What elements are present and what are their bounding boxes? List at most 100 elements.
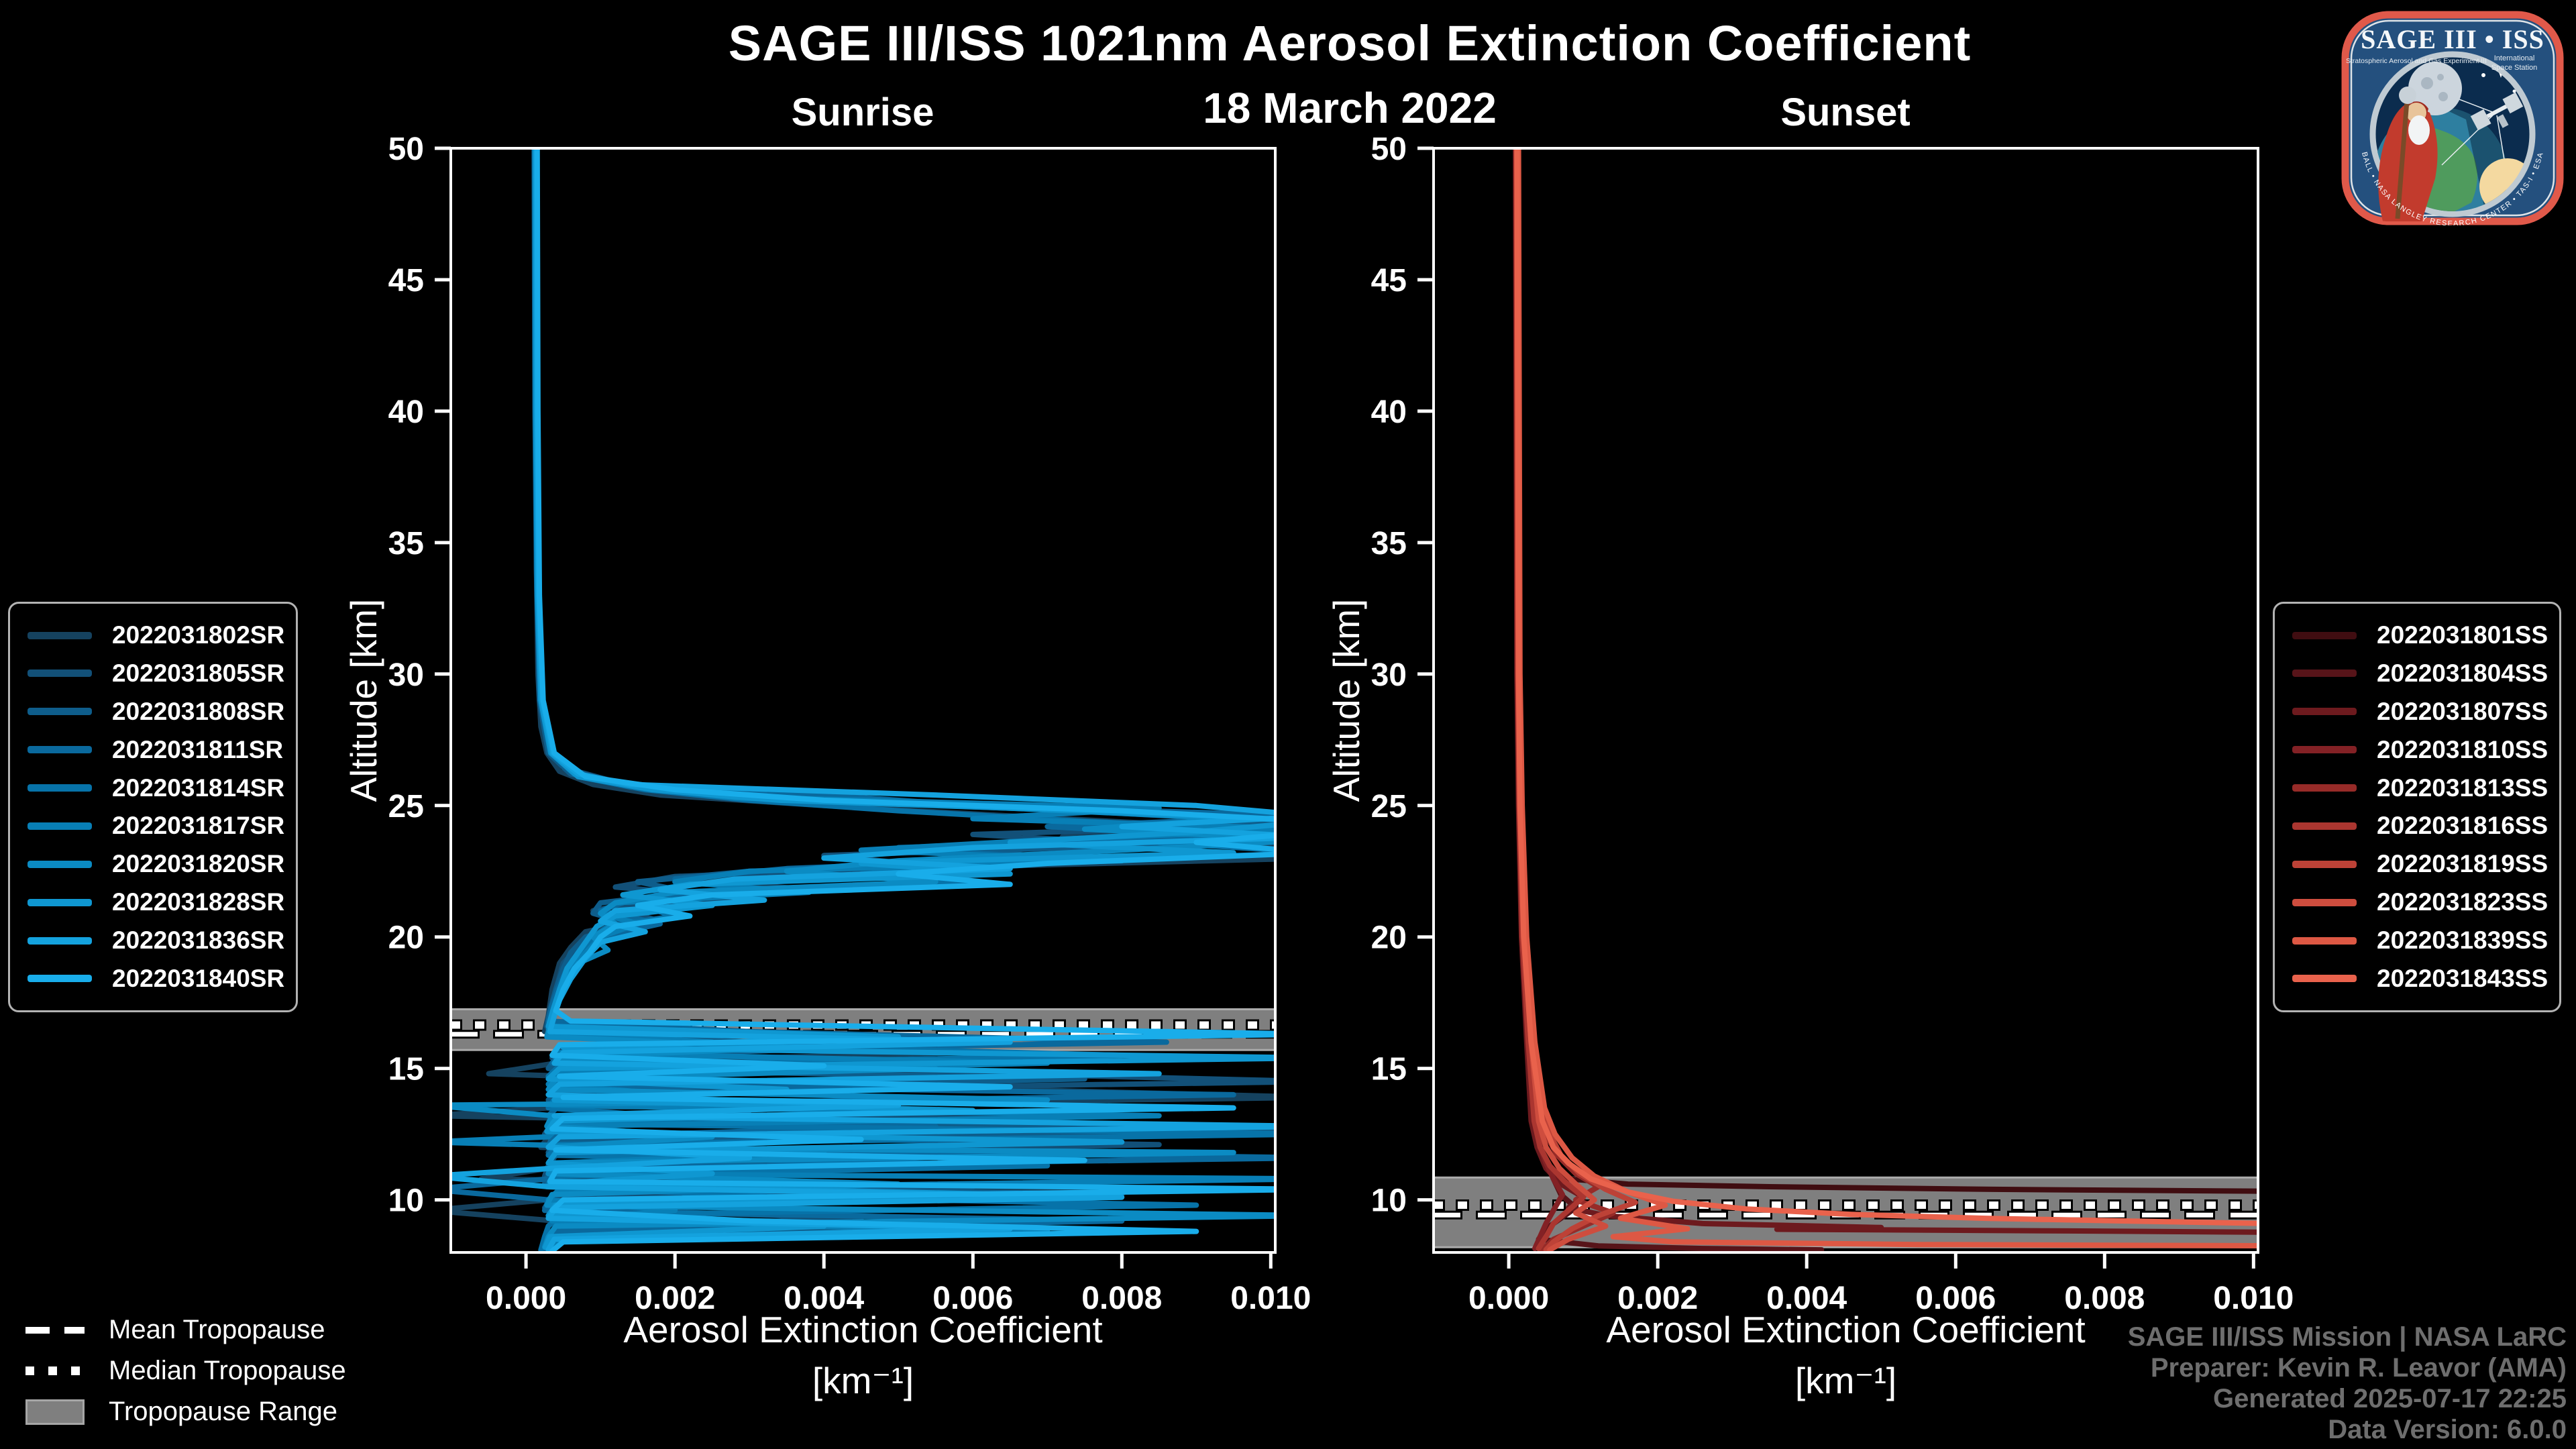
legend-label: 2022031813SS <box>2377 773 2548 802</box>
x-tick-label: 0.006 <box>1915 1281 1996 1316</box>
tropopause-range-sample <box>25 1399 85 1425</box>
legend-label: Mean Tropopause <box>109 1315 325 1344</box>
x-tick-label: 0.006 <box>932 1281 1013 1316</box>
legend-item: 2022031817SR <box>28 812 289 840</box>
series-line-2022031807SS <box>1513 148 2258 1235</box>
legend-item-median-tropopause: Median Tropopause <box>25 1356 346 1386</box>
legend-item: 2022031843SS <box>2292 965 2553 993</box>
y-tick-label: 15 <box>388 1052 424 1087</box>
y-tick-label: 30 <box>388 657 424 693</box>
legend-line-sample <box>2292 746 2357 754</box>
panel-title-sunrise: Sunrise <box>791 91 934 134</box>
legend-line-sample <box>28 631 92 639</box>
y-tick-label: 25 <box>388 789 424 824</box>
legend-label: 2022031843SS <box>2377 964 2548 992</box>
y-tick-label: 35 <box>388 526 424 561</box>
moon-icon <box>2408 62 2462 115</box>
star <box>2512 89 2516 93</box>
credit-mission: SAGE III/ISS Mission | NASA LaRC <box>2127 1322 2567 1352</box>
x-tick-label: 0.004 <box>1766 1281 1847 1316</box>
logo-subtitle-right-2: Space Station <box>2491 64 2538 72</box>
credit-generated: Generated 2025-07-17 22:25 <box>2213 1384 2567 1413</box>
legend-sunrise: 2022031802SR 2022031805SR 2022031808SR 2022… <box>8 602 298 1012</box>
yaxis-label-sunrise: Altitude [km] <box>343 598 384 802</box>
legend-line-sample <box>2292 631 2357 639</box>
legend-item: 2022031839SS <box>2292 926 2553 955</box>
legend-label: 2022031811SR <box>112 735 284 763</box>
legend-item: 2022031808SR <box>28 698 289 726</box>
series-line-2022031839SS <box>1515 148 2258 1248</box>
y-tick-label: 20 <box>1371 920 1407 956</box>
legend-label: 2022031823SS <box>2377 888 2548 916</box>
legend-label: 2022031802SR <box>112 621 285 649</box>
series-line-2022031801SS <box>1513 148 2258 1194</box>
legend-item: 2022031828SR <box>28 888 289 916</box>
panel-title-sunset: Sunset <box>1780 91 1911 134</box>
legend-line-sample <box>28 975 92 983</box>
legend-label: 2022031804SS <box>2377 659 2548 687</box>
legend-label: 2022031807SS <box>2377 697 2548 725</box>
figure-date: 18 March 2022 <box>1203 84 1497 132</box>
legend-item: 2022031813SS <box>2292 774 2553 802</box>
legend-line-sample <box>28 860 92 868</box>
legend-label: 2022031805SR <box>112 659 285 687</box>
logo-subtitle-right-1: International <box>2494 54 2535 62</box>
legend-item: 2022031801SS <box>2292 621 2553 649</box>
moon-crater <box>2438 92 2448 101</box>
y-tick-label: 45 <box>1371 263 1407 299</box>
legend-item: 2022031811SR <box>28 736 289 764</box>
legend-label: 2022031810SS <box>2377 735 2548 763</box>
legend-label: 2022031836SR <box>112 926 285 954</box>
moon-crater <box>2437 74 2444 80</box>
legend-item: 2022031819SS <box>2292 850 2553 878</box>
y-tick-label: 40 <box>1371 394 1407 430</box>
legend-item-tropopause-range: Tropopause Range <box>25 1397 346 1427</box>
x-tick-label: 0.010 <box>2213 1281 2294 1316</box>
legend-line-sample <box>28 898 92 906</box>
series-line-2022031843SS <box>1514 148 2258 1226</box>
legend-label: 2022031840SR <box>112 964 285 992</box>
legend-item: 2022031807SS <box>2292 698 2553 726</box>
legend-line-sample <box>2292 822 2357 830</box>
mean-tropopause-dash-sample <box>25 1326 85 1334</box>
x-tick-label: 0.002 <box>635 1281 715 1316</box>
legend-item: 2022031804SS <box>2292 659 2553 688</box>
legend-line-sample <box>2292 708 2357 716</box>
legend-label: 2022031817SR <box>112 812 285 840</box>
tropopause-legend: Mean Tropopause Median Tropopause Tropop… <box>25 1315 346 1438</box>
sage-figure <box>2378 87 2438 221</box>
mission-logo: SAGE III • ISS Stratospheric Aerosol and… <box>2341 11 2564 225</box>
legend-item: 2022031820SR <box>28 850 289 878</box>
median-tropopause-dot-sample <box>25 1366 85 1375</box>
legend-line-sample <box>2292 936 2357 945</box>
xaxis-label-sunrise: Aerosol Extinction Coefficient <box>623 1309 1103 1350</box>
legend-item: 2022031802SR <box>28 621 289 649</box>
legend-line-sample <box>2292 975 2357 983</box>
iss-icon <box>2470 92 2524 131</box>
legend-line-sample <box>2292 898 2357 906</box>
x-tick-label: 0.008 <box>2064 1281 2145 1316</box>
x-tick-label: 0.000 <box>1468 1281 1549 1316</box>
legend-label: 2022031839SS <box>2377 926 2548 954</box>
legend-label: 2022031801SS <box>2377 621 2548 649</box>
axis-frame <box>449 147 1277 1254</box>
y-tick-label: 35 <box>1371 526 1407 561</box>
xaxis-label-sunset: Aerosol Extinction Coefficient <box>1606 1309 2086 1350</box>
legend-label: 2022031819SS <box>2377 850 2548 878</box>
y-tick-label: 40 <box>388 394 424 430</box>
logo-title: SAGE III • ISS <box>2361 24 2544 54</box>
legend-line-sample <box>2292 784 2357 792</box>
credits-block: SAGE III/ISS Mission | NASA LaRC Prepare… <box>2128 1322 2567 1445</box>
legend-label: Tropopause Range <box>109 1397 337 1426</box>
y-tick-label: 20 <box>388 920 424 956</box>
y-tick-label: 30 <box>1371 657 1407 693</box>
y-tick-label: 10 <box>1371 1183 1407 1219</box>
y-tick-label: 10 <box>388 1183 424 1219</box>
legend-line-sample <box>28 669 92 678</box>
legend-label: 2022031808SR <box>112 697 285 725</box>
panel-sunset: 10 15 20 25 30 35 40 45 50 0.000 0.002 0.004 0.006 0.… <box>1371 131 2294 1316</box>
legend-item: 2022031810SS <box>2292 736 2553 764</box>
legend-line-sample <box>28 936 92 945</box>
